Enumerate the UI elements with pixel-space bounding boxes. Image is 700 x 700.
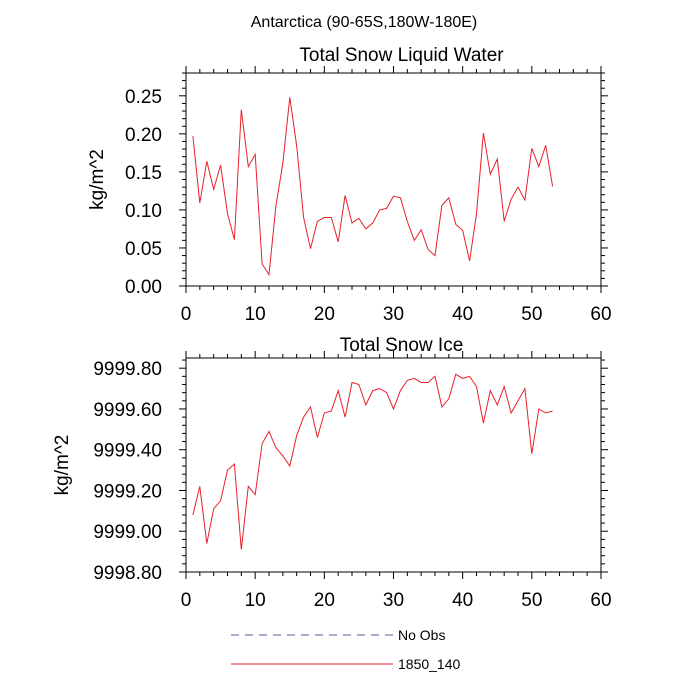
x-tick-label: 30 bbox=[383, 304, 404, 325]
y-tick-label: 0.05 bbox=[125, 239, 162, 260]
chart-title: Total Snow Liquid Water bbox=[299, 45, 504, 66]
figure-suptitle: Antarctica (90-65S,180W-180E) bbox=[251, 14, 477, 31]
x-tick-label: 50 bbox=[521, 304, 542, 325]
x-tick-label: 20 bbox=[314, 304, 335, 325]
y-tick-label: 9998.80 bbox=[93, 563, 162, 584]
chart-panel-1: Total Snow Liquid Water kg/m^2 0 10 20 30 40 50… bbox=[87, 45, 612, 325]
x-tick-label: 60 bbox=[590, 590, 611, 611]
y-tick-label: 9999.40 bbox=[93, 441, 162, 462]
legend-label-1: No Obs bbox=[398, 627, 445, 643]
y-tick-label: 0.15 bbox=[125, 163, 162, 184]
series-line-1850_140 bbox=[192, 97, 554, 277]
x-tick-label: 0 bbox=[181, 304, 192, 325]
x-tick-label: 60 bbox=[590, 304, 611, 325]
legend: No Obs 1850_140 bbox=[231, 627, 461, 672]
y-tick-label: 9999.60 bbox=[93, 400, 162, 421]
x-tick-label: 30 bbox=[383, 590, 404, 611]
x-tick-label: 10 bbox=[245, 590, 266, 611]
chart-panel-2: Total Snow Ice kg/m^2 0 10 20 30 40 50 60 9998.80… bbox=[52, 335, 612, 611]
plot-frame bbox=[185, 72, 602, 287]
y-tick-label: 0.25 bbox=[125, 87, 162, 108]
y-axis-label: kg/m^2 bbox=[52, 435, 73, 496]
chart-title: Total Snow Ice bbox=[340, 335, 464, 356]
series-line-1850_140 bbox=[192, 373, 553, 550]
x-tick-label: 20 bbox=[314, 590, 335, 611]
y-tick-label: 0.00 bbox=[125, 277, 162, 298]
x-tick-label: 50 bbox=[521, 590, 542, 611]
y-tick-label: 9999.00 bbox=[93, 522, 162, 543]
y-tick-label: 9999.80 bbox=[93, 359, 162, 380]
x-tick-label: 40 bbox=[452, 304, 473, 325]
y-tick-label: 0.10 bbox=[125, 201, 162, 222]
x-tick-label: 40 bbox=[452, 590, 473, 611]
x-tick-label: 10 bbox=[245, 304, 266, 325]
x-tick-label: 0 bbox=[181, 590, 192, 611]
y-tick-label: 0.20 bbox=[125, 125, 162, 146]
plots-group: Total Snow Liquid Water kg/m^2 0 10 20 30 40 50… bbox=[52, 45, 612, 611]
plot-frame bbox=[185, 357, 602, 573]
y-tick-label: 9999.20 bbox=[93, 481, 162, 502]
legend-label-2: 1850_140 bbox=[398, 656, 461, 672]
y-axis-label: kg/m^2 bbox=[87, 149, 108, 210]
